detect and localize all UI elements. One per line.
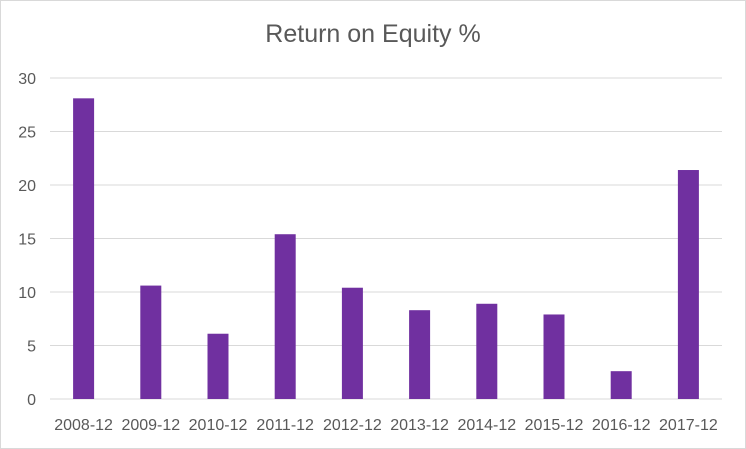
x-tick-label: 2008-12 <box>54 417 113 434</box>
y-tick-label: 20 <box>18 178 36 195</box>
bar-2010-12 <box>207 333 229 399</box>
bar-2017-12 <box>677 170 699 399</box>
y-tick-label: 0 <box>27 392 36 409</box>
x-tick-label: 2013-12 <box>390 417 449 434</box>
y-tick-label: 30 <box>18 71 36 88</box>
x-tick-label: 2015-12 <box>525 417 584 434</box>
x-tick-label: 2010-12 <box>189 417 248 434</box>
bar-2008-12 <box>73 98 95 399</box>
bar-2014-12 <box>476 303 498 399</box>
y-tick-label: 15 <box>18 232 36 249</box>
x-axis-ticks: 2008-12 2009-12 2010-12 2011-12 2012-12 2013-… <box>54 417 718 434</box>
gridlines <box>50 77 722 400</box>
x-tick-label: 2011-12 <box>256 417 314 434</box>
bar-2016-12 <box>610 371 632 399</box>
x-tick-label: 2014-12 <box>457 417 516 434</box>
x-tick-label: 2009-12 <box>121 417 180 434</box>
bar-2013-12 <box>409 310 431 399</box>
y-tick-label: 25 <box>18 125 36 142</box>
y-tick-label: 10 <box>18 285 36 302</box>
x-tick-label: 2012-12 <box>323 417 382 434</box>
x-tick-label: 2016-12 <box>592 417 651 434</box>
x-tick-label: 2017-12 <box>659 417 718 434</box>
y-axis-ticks: 0 5 10 15 20 25 30 <box>18 71 36 409</box>
bar-2011-12 <box>274 234 296 399</box>
bar-2012-12 <box>341 287 363 399</box>
chart-title: Return on Equity % <box>265 20 481 48</box>
bars <box>73 98 699 399</box>
bar-2009-12 <box>140 285 162 399</box>
bar-2015-12 <box>543 314 565 399</box>
y-tick-label: 5 <box>27 339 36 356</box>
